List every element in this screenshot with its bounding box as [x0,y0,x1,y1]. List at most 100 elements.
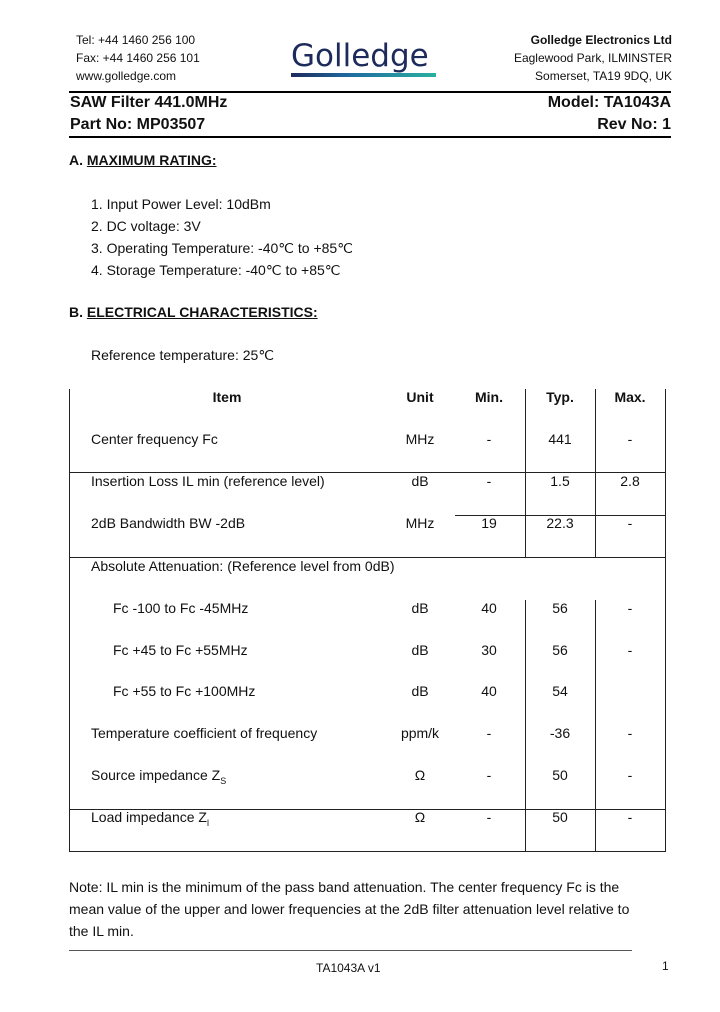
item-label: Temperature coefficient of frequency [91,725,318,741]
section-title: MAXIMUM RATING: [86,152,217,168]
table-col-rule [525,600,526,851]
col-header-item: Item [212,389,242,405]
table-col-rule [525,389,526,557]
table-cell-max: - [627,809,633,825]
table-border [69,851,666,852]
table-cell-unit: dB [411,683,429,699]
divider [69,136,671,138]
table-cell-typ: 1.5 [550,473,570,489]
table-cell-item: Source impedance ZS [91,767,226,786]
revision: Rev No: 1 [597,116,671,133]
note-line: mean value of the upper and lower freque… [69,901,630,917]
fax: Fax: +44 1460 256 101 [76,51,200,65]
section-title: ELECTRICAL CHARACTERISTICS: [86,304,318,320]
table-cell-typ: 50 [552,767,568,783]
table-cell-unit: dB [411,642,429,658]
table-cell-min: - [486,809,492,825]
footer-doc-id: TA1043A v1 [316,961,381,975]
item-label: Source impedance Z [91,767,221,783]
table-border [665,389,666,852]
table-cell-min: - [486,725,492,741]
table-cell-unit: dB [411,600,429,616]
note: Note: IL min is the minimum of the pass … [69,876,629,942]
table-rule [69,472,666,473]
rating-item: 3. Operating Temperature: -40℃ to +85℃ [91,240,353,256]
table-cell-item: Fc +55 to Fc +100MHz [113,683,255,699]
phone: Tel: +44 1460 256 100 [76,33,196,47]
table-cell-max: 2.8 [620,473,640,489]
col-header-min: Min. [475,389,503,405]
note-line: Note: IL min is the minimum of the pass … [69,879,620,895]
table-col-rule [595,389,596,557]
product-title: SAW Filter 441.0MHz [70,94,228,111]
table-cell-unit: Ω [414,809,426,825]
table-cell-unit: Ω [414,767,426,783]
item-label: Fc +55 to Fc +100MHz [113,683,256,699]
table-cell-min: - [486,473,492,489]
table-cell-unit: MHz [405,431,435,447]
table-cell-item: Temperature coefficient of frequency [91,725,317,741]
table-rule [69,557,666,558]
item-label: Insertion Loss IL min (reference level) [91,473,325,489]
model: Model: TA1043A [547,94,671,111]
table-cell-unit: ppm/k [400,725,440,741]
table-cell-unit: MHz [405,515,435,531]
item-label: Fc -100 to Fc -45MHz [113,600,249,616]
table-cell-item: Center frequency Fc [91,431,218,447]
company-name: Golledge Electronics Ltd [530,33,672,47]
logo-underline [291,73,436,77]
table-cell-typ: 54 [552,683,568,699]
table-cell-item: Load impedance Zl [91,809,209,828]
table-rule [69,809,666,810]
section-b-heading: B. ELECTRICAL CHARACTERISTICS: [69,304,318,320]
table-cell-max: - [627,431,633,447]
table-cell-max: - [627,515,633,531]
table-cell-unit: dB [411,473,429,489]
logo: Golledge [291,38,429,74]
table-cell-item: 2dB Bandwidth BW -2dB [91,515,245,531]
address-block: Golledge Electronics Ltd Eaglewood Park,… [514,31,672,85]
rating-item: 4. Storage Temperature: -40℃ to +85℃ [91,262,341,278]
table-cell-max: - [627,725,633,741]
address-line: Somerset, TA19 9DQ, UK [535,69,672,83]
rating-item: 1. Input Power Level: 10dBm [91,196,271,212]
item-label: Load impedance Z [91,809,207,825]
table-cell-typ: 56 [552,642,568,658]
col-header-max: Max. [614,389,646,405]
divider [69,91,671,93]
section-prefix: B. [69,304,83,320]
item-label: Absolute Attenuation: (Reference level f… [91,558,395,574]
table-cell-typ: -36 [549,725,571,741]
table-cell-min: - [486,767,492,783]
table-cell-typ: 441 [548,431,572,447]
contact-block: Tel: +44 1460 256 100 Fax: +44 1460 256 … [76,31,200,85]
table-col-rule [595,600,596,851]
reference-temperature: Reference temperature: 25℃ [91,347,275,363]
table-cell-item: Fc -100 to Fc -45MHz [113,600,248,616]
footer-divider [69,950,632,951]
col-header-unit: Unit [406,389,434,405]
item-label: Fc +45 to Fc +55MHz [113,642,248,658]
table-cell-item: Insertion Loss IL min (reference level) [91,473,325,489]
table-cell-max: - [627,767,633,783]
section-prefix: A. [69,152,83,168]
table-cell-item: Fc +45 to Fc +55MHz [113,642,248,658]
table-rule [455,515,666,516]
table-cell-min: 40 [481,683,497,699]
website: www.golledge.com [76,69,177,83]
item-subscript: l [206,817,209,828]
table-cell-typ: 50 [552,809,568,825]
table-cell-min: 40 [481,600,497,616]
table-cell-max: - [627,600,633,616]
table-border [69,389,70,852]
address-line: Eaglewood Park, ILMINSTER [513,51,672,65]
table-cell-min: 19 [481,515,497,531]
table-cell-min: - [486,431,492,447]
item-label: Center frequency Fc [91,431,218,447]
page-number: 1 [662,959,669,973]
table-cell-max: - [627,642,633,658]
section-a-heading: A. MAXIMUM RATING: [69,152,217,168]
table-cell-item: Absolute Attenuation: (Reference level f… [91,558,395,574]
item-label: 2dB Bandwidth BW -2dB [91,515,246,531]
